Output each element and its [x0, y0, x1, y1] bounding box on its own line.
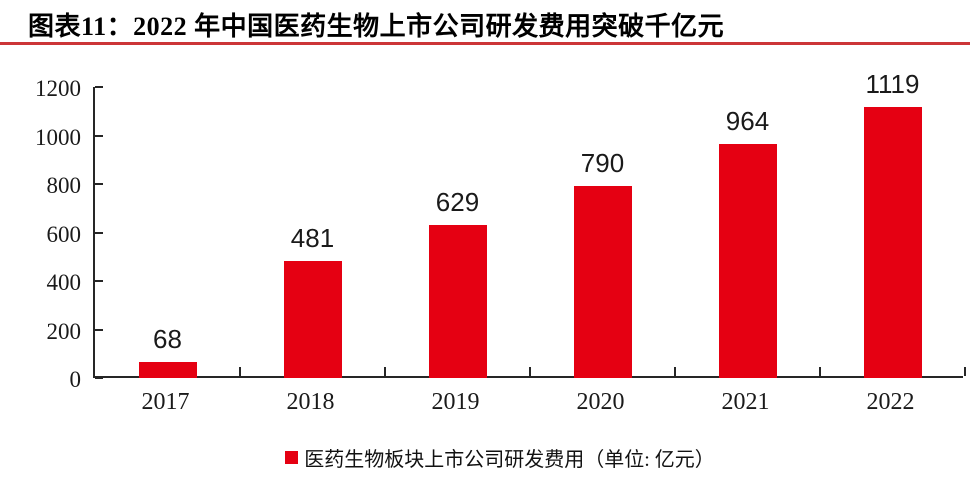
- x-axis-tick: [964, 367, 966, 376]
- bar-value-label: 481: [290, 223, 335, 254]
- y-axis-tick: [95, 280, 103, 282]
- bar-2020: [573, 186, 632, 378]
- y-axis-tick: [95, 86, 103, 88]
- bar-value-label: 629: [435, 187, 480, 218]
- figure-title: 图表11：2022 年中国医药生物上市公司研发费用突破千亿元: [28, 12, 725, 41]
- legend-marker-icon: [285, 451, 299, 464]
- x-axis-category-label: 2017: [141, 389, 190, 415]
- legend: 医药生物板块上市公司研发费用（单位: 亿元）: [0, 443, 970, 472]
- legend-label: 医药生物板块上市公司研发费用（单位: 亿元）: [304, 449, 715, 471]
- bar-value-label: 1119: [865, 68, 920, 99]
- bar-value-label: 790: [580, 148, 625, 179]
- title-divider-rule: [0, 42, 970, 45]
- y-axis-tick-label: 1000: [35, 124, 81, 150]
- x-axis-category-label: 2019: [431, 389, 480, 415]
- bar-2019: [428, 225, 487, 378]
- bar-value-label: 68: [153, 323, 182, 354]
- bar-value-label: 964: [725, 106, 770, 137]
- y-axis-tick-label: 1200: [35, 76, 81, 101]
- y-axis-tick: [95, 183, 103, 185]
- y-axis-tick: [95, 134, 103, 137]
- y-axis-tick-label: 600: [46, 221, 82, 247]
- bar-2018: [283, 261, 342, 378]
- bar-2021: [718, 144, 777, 378]
- y-axis-tick: [95, 328, 103, 331]
- x-axis-category-label: 2021: [721, 389, 770, 415]
- y-axis-tick: [95, 231, 103, 234]
- x-axis-tick: [674, 367, 676, 376]
- bar-2022: [863, 106, 922, 378]
- x-axis-tick: [529, 367, 531, 376]
- y-axis-tick-label: 0: [69, 367, 82, 392]
- x-axis-tick: [239, 367, 241, 376]
- y-axis-tick-label: 400: [46, 270, 82, 295]
- x-axis-category-label: 2020: [576, 389, 625, 415]
- x-axis-tick: [384, 367, 386, 376]
- bar-2017: [138, 361, 197, 378]
- x-axis-labels: 2017 2018 2019 2020 2021 2022: [93, 390, 963, 418]
- x-axis-category-label: 2022: [866, 389, 915, 415]
- plot-area: 0 200 400 600 800 1000 1200 68 481 629 790 964 1119: [35, 71, 966, 391]
- x-axis-tick: [819, 367, 821, 376]
- y-axis-tick: [95, 377, 103, 379]
- y-axis-tick-label: 800: [46, 173, 82, 198]
- x-axis-category-label: 2018: [286, 389, 335, 415]
- y-axis-tick-label: 200: [46, 318, 82, 344]
